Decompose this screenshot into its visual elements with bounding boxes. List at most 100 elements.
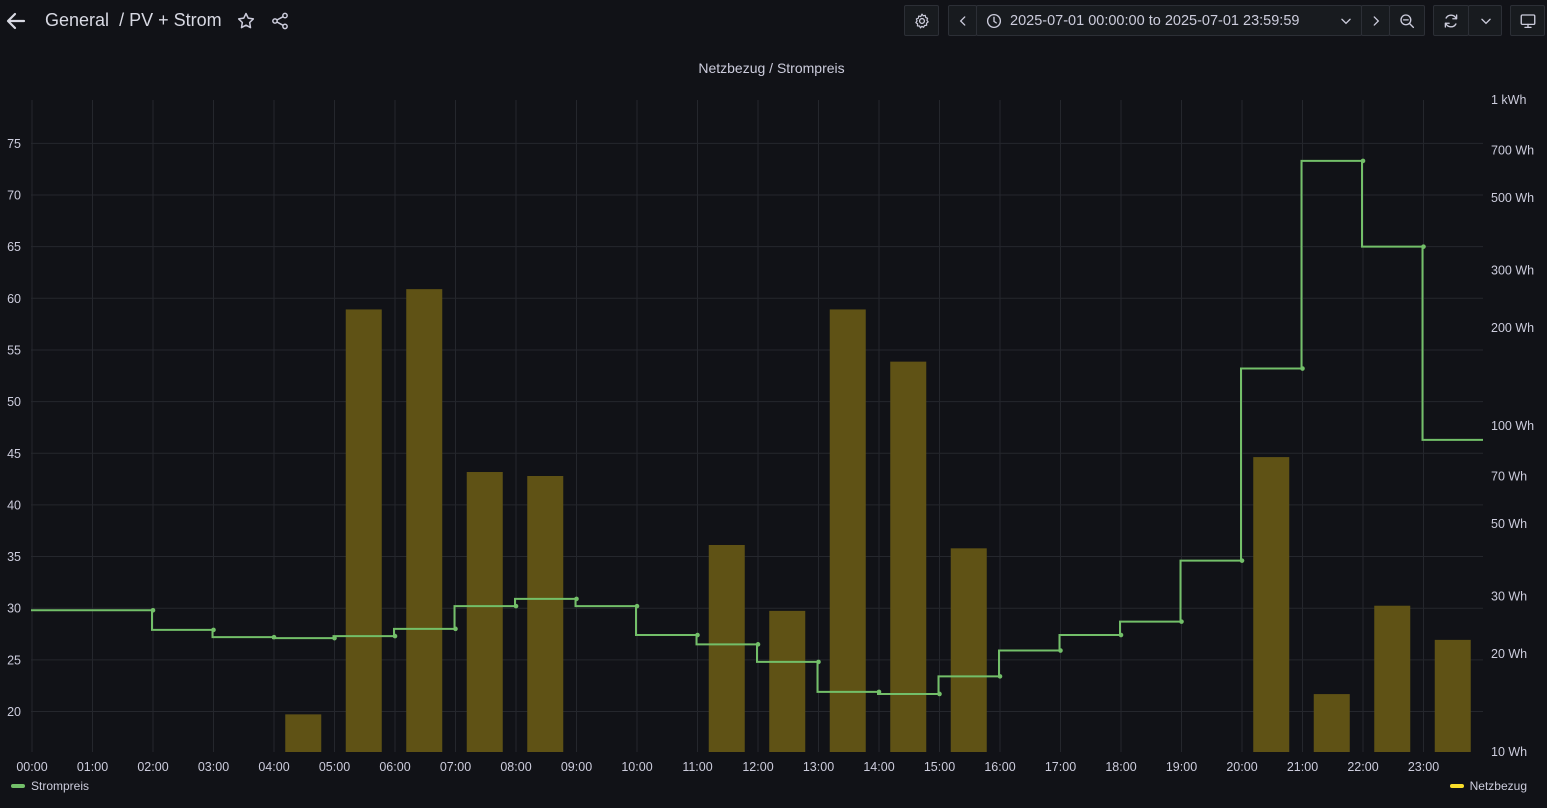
y-left-tick-label: 35: [7, 550, 21, 564]
strompreis-point[interactable]: [634, 603, 640, 609]
time-range-to-word: to: [1148, 13, 1161, 29]
netzbezug-bar[interactable]: [406, 289, 443, 752]
strompreis-line[interactable]: [31, 159, 1483, 695]
zoom-out-button[interactable]: [1389, 5, 1425, 36]
netzbezug-bar[interactable]: [1313, 694, 1350, 752]
strompreis-point[interactable]: [1118, 632, 1124, 638]
netzbezug-bar[interactable]: [527, 475, 564, 752]
tv-mode-icon: [1520, 14, 1536, 29]
strompreis-point[interactable]: [695, 632, 700, 638]
x-tick-label: 19:00: [1166, 760, 1197, 774]
y-left-tick-label: 20: [7, 705, 21, 719]
x-tick-label: 12:00: [742, 760, 773, 774]
legend-item-strompreis[interactable]: Strompreis: [11, 779, 89, 793]
x-tick-label: 04:00: [258, 760, 289, 774]
y-left-tick-label: 45: [7, 447, 21, 461]
y-right-tick-label: 50 Wh: [1491, 517, 1527, 531]
y-left-tick-label: 60: [7, 292, 21, 306]
time-range-to: 2025-07-01 23:59:59: [1164, 13, 1300, 29]
strompreis-point[interactable]: [453, 626, 458, 632]
strompreis-point[interactable]: [1058, 648, 1063, 653]
strompreis-point[interactable]: [392, 633, 398, 639]
x-tick-label: 08:00: [500, 760, 531, 774]
time-range-picker[interactable]: 2025-07-01 00:00:00 to 2025-07-01 23:59:…: [976, 5, 1362, 36]
strompreis-point[interactable]: [997, 674, 1003, 679]
chevron-down-icon: [1481, 18, 1491, 25]
chevron-right-icon: [1373, 16, 1380, 26]
strompreis-point[interactable]: [1179, 619, 1184, 624]
y-left-tick-label: 50: [7, 395, 21, 409]
y-right-tick-label: 300 Wh: [1491, 263, 1534, 277]
strompreis-point[interactable]: [1300, 366, 1305, 371]
panel-title: Netzbezug / Strompreis: [698, 60, 845, 76]
y-left-tick-label: 40: [7, 498, 21, 512]
strompreis-point[interactable]: [332, 635, 337, 641]
breadcrumb-separator: /: [119, 10, 125, 30]
netzbezug-bar[interactable]: [1253, 457, 1290, 752]
y-left-tick-label: 70: [7, 189, 21, 203]
legend-swatch: [1449, 783, 1464, 788]
refresh-interval-dropdown[interactable]: [1468, 5, 1502, 36]
legend-swatch: [11, 783, 25, 788]
refresh-icon: [1444, 14, 1458, 28]
netzbezug-bar[interactable]: [466, 472, 503, 752]
x-tick-label: 15:00: [924, 760, 955, 774]
time-shift-forward-button[interactable]: [1361, 5, 1390, 36]
x-tick-label: 11:00: [682, 760, 712, 774]
breadcrumb-folder[interactable]: General: [45, 10, 110, 30]
strompreis-point[interactable]: [1360, 158, 1366, 164]
y-left-tick-label: 30: [7, 602, 21, 616]
dashboard-toolbar: General / PV + Strom 2025-07-01 00:00:00…: [0, 0, 1547, 42]
strompreis-point[interactable]: [755, 642, 761, 647]
x-tick-label: 00:00: [16, 760, 47, 774]
arrow-left-icon[interactable]: [4, 9, 28, 33]
strompreis-point[interactable]: [150, 607, 156, 613]
star-icon[interactable]: [236, 11, 256, 31]
breadcrumb: General / PV + Strom: [45, 10, 222, 31]
x-tick-label: 23:00: [1408, 760, 1439, 774]
x-tick-label: 21:00: [1287, 760, 1318, 774]
netzbezug-bar[interactable]: [890, 361, 927, 752]
netzbezug-bar[interactable]: [829, 309, 866, 752]
chevron-left-icon: [959, 16, 966, 26]
strompreis-point[interactable]: [816, 659, 821, 665]
strompreis-point[interactable]: [1239, 558, 1245, 563]
share-icon[interactable]: [270, 11, 290, 31]
x-tick-label: 01:00: [77, 760, 108, 774]
strompreis-point[interactable]: [937, 691, 942, 697]
netzbezug-bar[interactable]: [285, 714, 322, 752]
netzbezug-bar[interactable]: [345, 309, 382, 752]
strompreis-point[interactable]: [876, 689, 882, 695]
x-tick-label: 05:00: [319, 760, 350, 774]
x-tick-label: 10:00: [621, 760, 652, 774]
strompreis-point[interactable]: [271, 634, 277, 640]
strompreis-point[interactable]: [1421, 244, 1426, 249]
x-tick-label: 17:00: [1045, 760, 1076, 774]
netzbezug-bar[interactable]: [1434, 639, 1471, 752]
netzbezug-bar[interactable]: [708, 544, 745, 752]
x-tick-label: 02:00: [137, 760, 168, 774]
x-tick-label: 18:00: [1105, 760, 1136, 774]
strompreis-point[interactable]: [211, 627, 216, 633]
refresh-button[interactable]: [1433, 5, 1469, 36]
chevron-down-icon: [1341, 18, 1351, 25]
dashboard-title[interactable]: PV + Strom: [129, 10, 222, 30]
time-shift-back-button[interactable]: [948, 5, 977, 36]
legend-label: Strompreis: [31, 779, 90, 793]
tv-mode-button[interactable]: [1510, 5, 1545, 36]
netzbezug-bar[interactable]: [769, 610, 806, 752]
y-left-tick-label: 65: [7, 240, 21, 254]
strompreis-point[interactable]: [513, 603, 519, 609]
y-right-tick-label: 10 Wh: [1491, 745, 1527, 759]
time-range-from: 2025-07-01 00:00:00: [1010, 13, 1145, 29]
netzbezug-bar[interactable]: [1374, 605, 1411, 752]
x-tick-label: 06:00: [379, 760, 410, 774]
x-tick-label: 20:00: [1226, 760, 1257, 774]
legend-item-netzbezug[interactable]: Netzbezug: [1449, 779, 1527, 793]
y-right-tick-label: 500 Wh: [1491, 191, 1534, 205]
timeseries-chart[interactable]: 00:00 01:00 02:00 03:00 04:00 05:00 06:00 07:00…: [0, 80, 1547, 775]
dashboard-settings-button[interactable]: [904, 5, 939, 36]
netzbezug-bar[interactable]: [950, 548, 987, 752]
strompreis-point[interactable]: [574, 596, 579, 602]
x-tick-label: 16:00: [984, 760, 1015, 774]
